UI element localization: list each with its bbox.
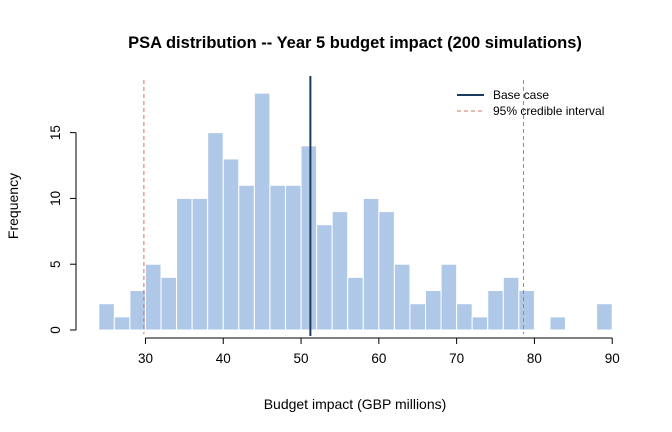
histogram-bar bbox=[300, 145, 318, 331]
histogram-bar bbox=[409, 303, 427, 331]
histogram-bar bbox=[518, 290, 535, 331]
histogram-bar bbox=[440, 263, 458, 331]
chart-title: PSA distribution -- Year 5 budget impact… bbox=[128, 34, 582, 52]
histogram-bar bbox=[98, 303, 115, 331]
histogram-bar bbox=[176, 197, 193, 331]
legend: Base case 95% credible interval bbox=[457, 88, 604, 118]
y-axis-label: Frequency bbox=[5, 173, 21, 239]
histogram-bar bbox=[316, 224, 333, 331]
histogram-bar bbox=[378, 211, 395, 331]
histogram-bar bbox=[362, 197, 380, 331]
histogram-bar bbox=[113, 316, 131, 331]
histogram-bar bbox=[596, 303, 613, 331]
y-tick-label: 5 bbox=[48, 260, 63, 268]
histogram-bars bbox=[98, 92, 613, 331]
histogram-bar bbox=[284, 184, 302, 331]
x-tick-label: 80 bbox=[527, 351, 542, 366]
legend-label: Base case bbox=[493, 88, 549, 102]
x-tick-label: 60 bbox=[371, 351, 386, 366]
histogram-bar bbox=[144, 263, 162, 331]
histogram-bar bbox=[487, 290, 504, 331]
histogram-bar bbox=[331, 211, 349, 331]
x-tick-label: 90 bbox=[605, 351, 620, 366]
histogram-bar bbox=[549, 316, 567, 331]
legend-label: 95% credible interval bbox=[493, 104, 604, 118]
histogram-bar bbox=[347, 276, 364, 331]
histogram-bar bbox=[456, 303, 473, 331]
histogram-bar bbox=[129, 290, 146, 331]
histogram-bar bbox=[269, 184, 286, 331]
y-tick-label: 0 bbox=[48, 326, 63, 334]
histogram-bar bbox=[238, 184, 255, 331]
x-axis: 30 40 50 60 70 80 90 bbox=[138, 337, 620, 366]
histogram-bar bbox=[160, 276, 178, 331]
x-tick-label: 40 bbox=[216, 351, 231, 366]
histogram-bar bbox=[191, 197, 209, 331]
histogram-bar bbox=[471, 316, 489, 331]
histogram-bar bbox=[393, 263, 411, 331]
x-tick-label: 70 bbox=[449, 351, 464, 366]
x-tick-label: 30 bbox=[138, 351, 153, 366]
histogram-bar bbox=[502, 276, 520, 331]
y-axis: 0 5 10 15 bbox=[48, 125, 77, 334]
x-axis-label: Budget impact (GBP millions) bbox=[264, 396, 447, 412]
histogram-bar bbox=[222, 158, 240, 331]
y-tick-label: 15 bbox=[48, 125, 63, 140]
histogram-bar bbox=[253, 92, 271, 331]
histogram-bar bbox=[207, 132, 224, 331]
histogram-bar bbox=[425, 290, 442, 331]
x-tick-label: 50 bbox=[294, 351, 309, 366]
reference-lines bbox=[143, 76, 525, 336]
y-tick-label: 10 bbox=[48, 191, 63, 206]
